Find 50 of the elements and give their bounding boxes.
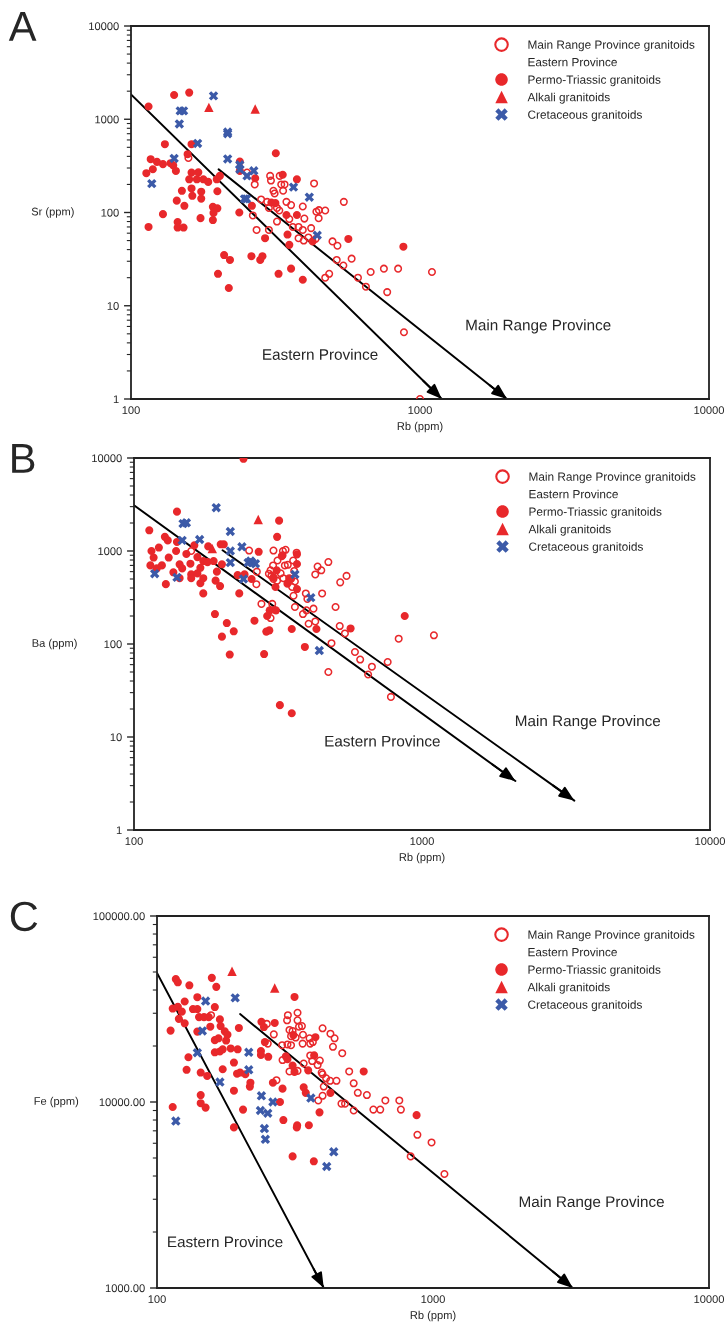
y-tick-label: 10 — [107, 302, 119, 310]
series-label: Main Range Province — [466, 319, 611, 334]
y-axis-title: Fe (ppm) — [34, 1096, 79, 1108]
x-tick-label: 10000 — [694, 1295, 725, 1304]
y-tick-label: 100000.00 — [93, 912, 145, 921]
legend-label: Cretaceous granitoids — [528, 1000, 642, 1012]
legend-label: Main Range Province granitoids — [529, 472, 696, 484]
legend-label: Alkali granitoids — [528, 524, 611, 536]
legend-label: Cretaceous granitoids — [529, 542, 643, 554]
x-axis-title: Rb (ppm) — [410, 1310, 456, 1322]
x-axis-title: Rb (ppm) — [397, 421, 443, 433]
x-tick-label: 1000 — [421, 1295, 445, 1304]
y-tick-label: 1000 — [95, 115, 119, 124]
legend-label: Permo-Triassic granitoids — [528, 75, 661, 87]
legend-label: Permo-Triassic granitoids — [529, 507, 662, 519]
legend-label: Permo-Triassic granitoids — [528, 965, 661, 977]
x-tick-label: 1000 — [410, 837, 434, 846]
legend-label: Main Range Province granitoids — [528, 930, 695, 942]
x-tick-label: 100 — [148, 1295, 166, 1304]
y-tick-label: 100 — [101, 208, 119, 217]
series-label: Eastern Province — [168, 1236, 283, 1248]
y-tick-label: 10000 — [89, 22, 119, 31]
series-label: Main Range Province — [515, 715, 661, 730]
legend-label: Main Range Province granitoids — [528, 40, 695, 52]
series-label: Eastern Province — [263, 348, 378, 360]
y-tick-label: 100 — [104, 640, 122, 649]
y-tick-label: 1 — [116, 826, 122, 835]
series-label: Eastern Province — [325, 735, 440, 747]
x-tick-label: 10000 — [694, 406, 725, 415]
series-label: Main Range Province — [519, 1195, 664, 1211]
legend-label: Cretaceous granitoids — [528, 110, 642, 122]
y-axis-title: Sr (ppm) — [31, 207, 74, 218]
y-tick-label: 1000 — [98, 547, 122, 556]
legend-title: Eastern Province — [529, 489, 618, 499]
y-axis-title: Ba (ppm) — [32, 638, 77, 650]
x-tick-label: 1000 — [408, 406, 432, 415]
y-tick-label: 10000.00 — [99, 1098, 145, 1107]
x-tick-label: 10000 — [695, 837, 726, 846]
chart-title: C — [10, 901, 38, 932]
y-tick-label: 1000.00 — [105, 1284, 145, 1293]
chart-title: B — [12, 444, 35, 473]
chart-title: A — [8, 12, 37, 41]
y-tick-label: 1 — [113, 395, 119, 404]
legend-title: Eastern Province — [528, 947, 617, 957]
y-tick-label: 10 — [110, 733, 122, 742]
legend-title: Eastern Province — [528, 57, 617, 67]
y-tick-label: 10000 — [92, 454, 122, 463]
legend-label: Alkali granitoids — [527, 92, 610, 104]
legend-label: Alkali granitoids — [527, 982, 610, 994]
x-axis-title: Rb (ppm) — [399, 852, 445, 864]
